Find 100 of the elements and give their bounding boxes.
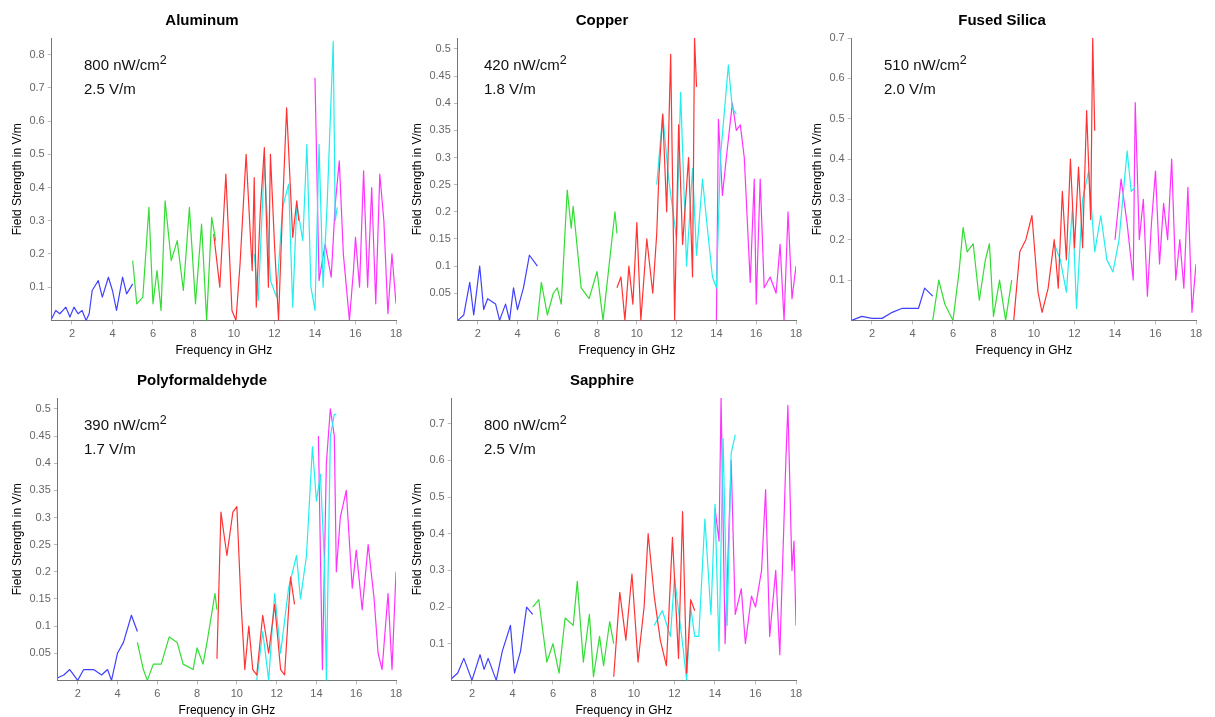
- x-tick-label: 8: [990, 327, 997, 340]
- x-tick-label: 18: [389, 327, 403, 340]
- x-tick-label: 2: [74, 687, 81, 700]
- y-tick-label: 0.25: [429, 177, 451, 190]
- x-tick-label: 8: [194, 687, 201, 700]
- y-tick-label: 0.7: [429, 416, 445, 429]
- x-tick-label: 12: [1068, 327, 1081, 340]
- chart-title: Polyformaldehyde: [136, 371, 268, 389]
- x-axis-title: Frequency in GHz: [178, 703, 276, 717]
- y-tick-label: 0.2: [829, 232, 845, 245]
- annotation: 1.8 V/m: [484, 79, 537, 99]
- y-tick-label: 0.15: [29, 591, 51, 604]
- x-tick-label: 18: [389, 687, 403, 700]
- x-axis-title: Frequency in GHz: [578, 343, 676, 358]
- annotation: 510 nW/cm$^{2}$: [884, 52, 967, 75]
- x-tick-label: 4: [114, 687, 121, 700]
- x-tick-label: 12: [670, 327, 683, 340]
- x-axis-title: Frequency in GHz: [175, 343, 273, 358]
- y-tick-label: 0.4: [429, 526, 445, 539]
- x-tick-label: 16: [749, 687, 762, 700]
- x-tick-label: 10: [230, 687, 243, 700]
- y-tick-label: 0.5: [35, 401, 51, 414]
- y-tick-label: 0.3: [435, 150, 451, 163]
- x-tick-label: 14: [1108, 327, 1122, 340]
- x-tick-label: 8: [190, 327, 197, 340]
- annotation: 2.5 V/m: [84, 79, 137, 99]
- x-tick-label: 10: [1027, 327, 1041, 340]
- y-tick-label: 0.3: [429, 563, 445, 576]
- x-tick-label: 2: [468, 687, 476, 700]
- y-tick-label: 0.3: [29, 213, 45, 226]
- x-tick-label: 4: [109, 327, 116, 340]
- x-tick-label: 16: [750, 327, 763, 340]
- y-tick-label: 0.4: [435, 96, 451, 109]
- y-tick-label: 0.6: [829, 71, 845, 84]
- x-tick-label: 6: [554, 327, 561, 340]
- chart-title: Fused Silica: [958, 11, 1047, 29]
- annotation: 390 nW/cm$^{2}$: [84, 412, 167, 435]
- annotation: 800 nW/cm$^{2}$: [484, 412, 567, 435]
- y-tick-label: 0.05: [29, 646, 51, 659]
- x-tick-label: 16: [350, 687, 363, 700]
- x-tick-label: 6: [549, 687, 557, 700]
- x-tick-label: 16: [1149, 327, 1162, 340]
- y-axis-title: Field Strength in V/m: [809, 123, 824, 236]
- x-tick-label: 4: [509, 687, 516, 700]
- x-tick-label: 2: [868, 327, 876, 340]
- y-tick-label: 0.4: [829, 152, 845, 165]
- y-tick-label: 0.3: [35, 510, 51, 523]
- y-tick-label: 0.7: [29, 80, 45, 93]
- x-axis-title: Frequency in GHz: [975, 343, 1073, 358]
- x-tick-label: 14: [708, 687, 722, 700]
- x-tick-label: 6: [949, 327, 957, 340]
- chart-title: Aluminum: [165, 11, 239, 29]
- y-tick-label: 0.6: [429, 453, 445, 466]
- y-tick-label: 0.05: [429, 286, 451, 299]
- annotation: 420 nW/cm$^{2}$: [484, 52, 567, 75]
- x-tick-label: 12: [268, 327, 281, 340]
- y-axis-title: Field Strength in V/m: [9, 123, 24, 236]
- y-tick-label: 0.5: [29, 147, 45, 160]
- y-tick-label: 0.3: [829, 192, 845, 205]
- y-tick-label: 0.45: [429, 69, 451, 82]
- x-tick-label: 12: [270, 687, 283, 700]
- y-tick-label: 0.15: [429, 231, 451, 244]
- y-axis-title: Field Strength in V/m: [9, 483, 24, 596]
- x-tick-label: 6: [149, 327, 157, 340]
- x-tick-label: 14: [310, 687, 323, 700]
- x-tick-label: 8: [594, 327, 601, 340]
- y-tick-label: 0.2: [29, 246, 45, 259]
- x-axis-title: Frequency in GHz: [575, 703, 673, 717]
- y-tick-label: 0.35: [429, 123, 451, 136]
- y-tick-label: 0.1: [35, 619, 51, 632]
- x-tick-label: 14: [308, 327, 322, 340]
- y-tick-label: 0.1: [829, 273, 845, 286]
- y-tick-label: 0.1: [429, 636, 445, 649]
- x-tick-label: 18: [1189, 327, 1203, 340]
- annotation: 2.0 V/m: [884, 79, 937, 99]
- x-tick-label: 16: [349, 327, 362, 340]
- x-tick-label: 4: [514, 327, 521, 340]
- x-tick-label: 10: [627, 687, 641, 700]
- y-tick-label: 0.2: [35, 564, 51, 577]
- y-tick-label: 0.2: [429, 600, 445, 613]
- y-tick-label: 0.25: [29, 537, 51, 550]
- y-tick-label: 0.4: [29, 180, 45, 193]
- annotation: 2.5 V/m: [484, 439, 537, 459]
- x-tick-label: 2: [68, 327, 76, 340]
- y-tick-label: 0.1: [29, 280, 45, 293]
- x-tick-label: 4: [909, 327, 916, 340]
- y-tick-label: 0.5: [429, 490, 445, 503]
- chart-title: Copper: [575, 11, 629, 29]
- y-tick-label: 0.5: [435, 41, 451, 54]
- y-tick-label: 0.4: [35, 456, 51, 469]
- x-tick-label: 12: [668, 687, 681, 700]
- y-tick-label: 0.7: [829, 31, 845, 44]
- chart-title: Sapphire: [569, 371, 635, 389]
- x-tick-label: 8: [590, 687, 597, 700]
- x-tick-label: 2: [474, 327, 481, 340]
- y-tick-label: 0.45: [29, 429, 51, 442]
- x-tick-label: 18: [789, 687, 803, 700]
- x-tick-label: 14: [710, 327, 723, 340]
- y-tick-label: 0.2: [435, 204, 451, 217]
- x-tick-label: 18: [789, 327, 803, 340]
